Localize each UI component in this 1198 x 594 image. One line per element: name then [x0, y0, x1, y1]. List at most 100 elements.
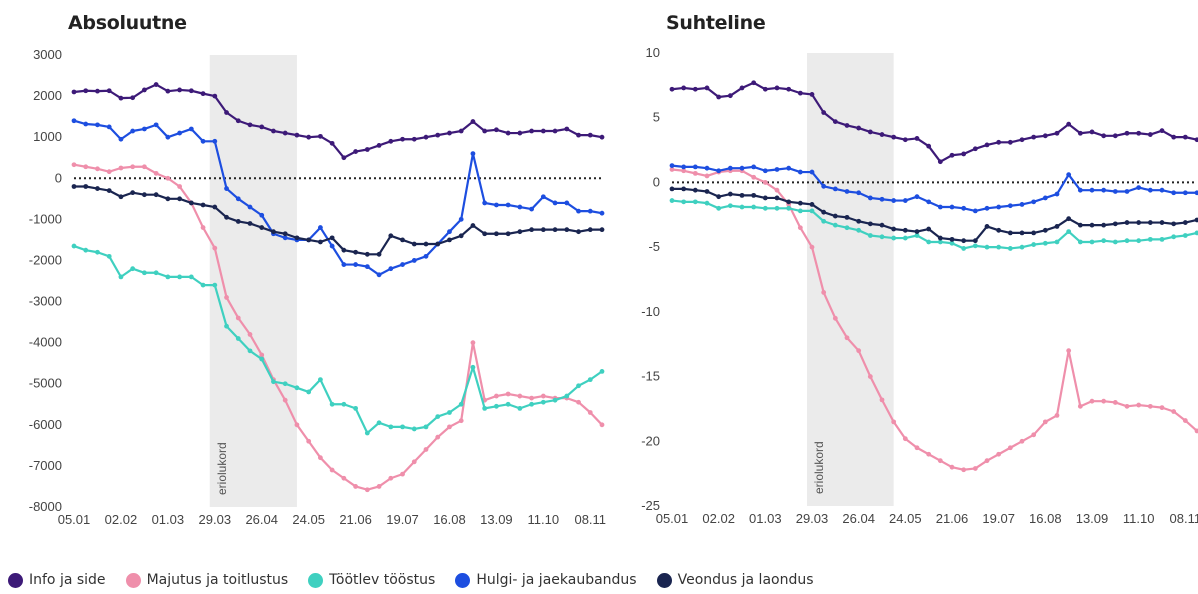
data-point — [576, 132, 581, 138]
data-point — [1194, 230, 1198, 236]
data-point — [926, 226, 932, 232]
data-point — [1019, 137, 1025, 143]
data-point — [1194, 137, 1198, 143]
data-point — [809, 208, 815, 214]
y-tick-label: 0 — [55, 170, 62, 185]
y-tick-label: 2000 — [33, 88, 62, 103]
data-point — [587, 227, 593, 233]
data-point — [751, 164, 757, 170]
data-point — [552, 397, 558, 403]
data-point — [914, 445, 920, 451]
data-point — [739, 85, 745, 91]
data-point — [505, 401, 511, 407]
data-point — [400, 237, 405, 243]
data-point — [83, 247, 89, 253]
data-point — [1089, 398, 1095, 404]
data-point — [937, 235, 943, 241]
data-point — [669, 86, 675, 92]
legend-swatch — [125, 572, 141, 588]
data-point — [200, 225, 206, 230]
data-point — [669, 163, 675, 169]
data-point — [856, 190, 862, 196]
data-point — [458, 233, 464, 239]
data-point — [259, 124, 265, 130]
data-point — [130, 164, 136, 170]
data-point — [247, 348, 253, 354]
data-point — [458, 418, 464, 424]
x-tick-label: 01.03 — [749, 511, 782, 526]
data-point — [411, 459, 417, 465]
data-point — [1007, 445, 1013, 451]
data-point — [71, 243, 77, 249]
y-tick-label: -2000 — [29, 252, 62, 267]
data-point — [797, 169, 803, 175]
x-tick-label: 19.07 — [386, 512, 419, 527]
data-point — [177, 87, 183, 93]
data-point — [353, 149, 358, 154]
data-point — [949, 152, 955, 158]
data-point — [470, 364, 476, 370]
data-point — [564, 200, 570, 206]
data-point — [681, 168, 687, 174]
data-point — [494, 393, 499, 399]
data-point — [1077, 130, 1083, 136]
data-point — [153, 270, 159, 276]
data-point — [1089, 187, 1095, 193]
data-point — [774, 85, 780, 91]
x-tick-label: 29.03 — [199, 512, 232, 527]
data-point — [235, 219, 241, 224]
data-point — [224, 186, 229, 191]
legend-item[interactable]: Töötlev tööstus — [308, 572, 435, 588]
data-point — [1136, 130, 1142, 136]
data-point — [95, 122, 100, 128]
series-line — [73, 83, 603, 159]
data-point — [1124, 189, 1130, 194]
legend-item[interactable]: Hulgi- ja jaekaubandus — [455, 572, 637, 588]
data-point — [1019, 230, 1025, 236]
x-tick-label: 19.07 — [982, 511, 1015, 526]
data-point — [669, 198, 675, 203]
data-point — [1054, 191, 1060, 197]
data-point — [739, 168, 745, 174]
data-point — [71, 118, 77, 124]
data-point — [926, 239, 932, 245]
data-point — [879, 196, 885, 202]
x-tick-label: 13.09 — [480, 512, 513, 527]
data-point — [482, 405, 488, 411]
data-point — [879, 222, 885, 228]
data-point — [716, 168, 722, 174]
data-point — [118, 194, 124, 200]
data-point — [926, 143, 932, 149]
data-point — [716, 194, 722, 200]
data-point — [1101, 398, 1107, 404]
data-point — [692, 164, 698, 170]
data-point — [727, 203, 733, 209]
legend-item[interactable]: Info ja side — [8, 572, 106, 588]
data-point — [576, 399, 581, 405]
data-point — [1019, 244, 1025, 250]
data-point — [130, 128, 136, 134]
data-point — [1042, 227, 1048, 233]
legend-label: Majutus ja toitlustus — [146, 572, 289, 588]
data-point — [259, 212, 265, 218]
data-point — [821, 218, 827, 224]
data-point — [259, 352, 265, 358]
data-point — [1124, 220, 1130, 225]
data-point — [1042, 133, 1048, 139]
data-point — [376, 251, 382, 257]
data-point — [599, 369, 605, 374]
data-point — [844, 335, 850, 341]
data-point — [470, 223, 476, 228]
chart-legend: Info ja side Majutus ja toitlustus Töötl… — [8, 572, 814, 588]
data-point — [961, 151, 967, 157]
legend-label: Info ja side — [29, 572, 106, 588]
data-point — [1112, 400, 1118, 405]
data-point — [142, 270, 147, 276]
legend-item[interactable]: Majutus ja toitlustus — [125, 572, 289, 588]
data-point — [1066, 348, 1072, 354]
legend-item[interactable]: Veondus ja laondus — [656, 572, 814, 588]
data-point — [949, 236, 955, 242]
data-point — [95, 88, 100, 94]
data-point — [972, 466, 978, 471]
data-point — [540, 393, 546, 399]
